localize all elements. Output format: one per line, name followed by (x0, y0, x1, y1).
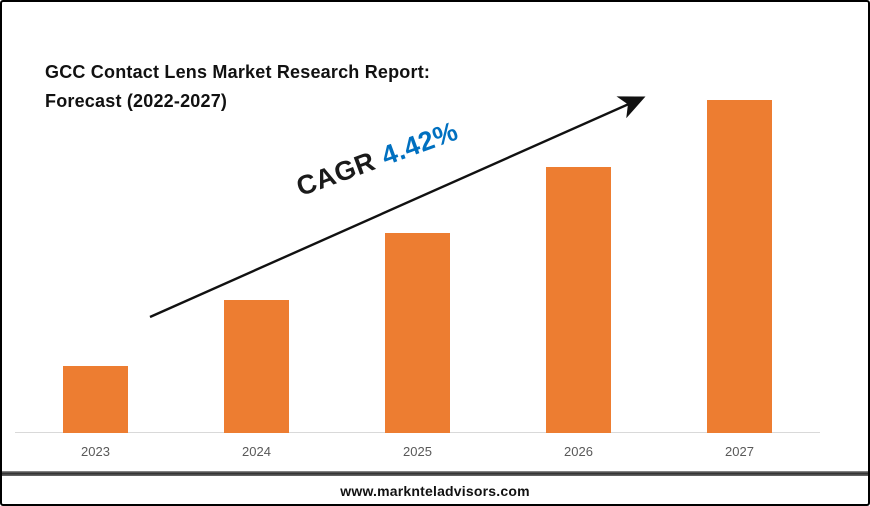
bar-2026 (546, 167, 611, 433)
x-axis-label-2024: 2024 (242, 444, 271, 459)
x-axis-label-2025: 2025 (403, 444, 432, 459)
x-axis-label-2023: 2023 (81, 444, 110, 459)
bar-2027 (707, 100, 772, 433)
x-axis-label-2027: 2027 (725, 444, 754, 459)
bar-2025 (385, 233, 450, 433)
bar-2023 (63, 366, 128, 433)
x-axis-label-2026: 2026 (564, 444, 593, 459)
bar-2024 (224, 300, 289, 433)
chart-title-line1: GCC Contact Lens Market Research Report: (45, 62, 431, 82)
footer-url: www.marknteladvisors.com (340, 483, 530, 499)
footer-separator (2, 471, 868, 476)
